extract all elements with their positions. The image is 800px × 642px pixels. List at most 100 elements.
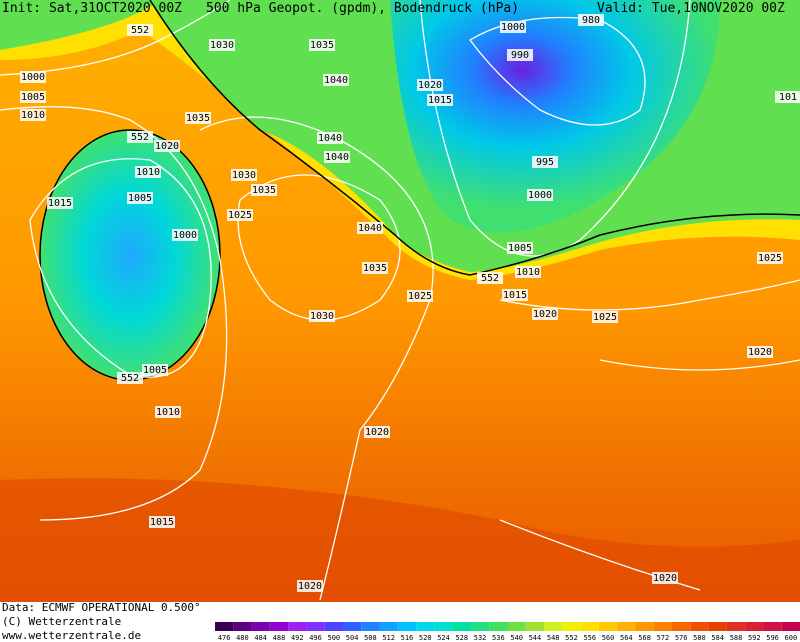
isobar-label: 1010 — [136, 167, 160, 178]
isobar-label: 1025 — [758, 253, 782, 264]
isobar-label: 990 — [511, 50, 529, 61]
isobar-label: 1025 — [408, 291, 432, 302]
isobar-label: 1020 — [533, 309, 557, 320]
legend-swatch — [215, 622, 234, 631]
label-bg — [477, 272, 503, 284]
legend-swatch — [525, 622, 545, 631]
legend-swatch — [745, 622, 764, 631]
legend-label: 556 — [583, 634, 596, 642]
isobar-label: 1020 — [155, 141, 179, 152]
isobar-label: 1005 — [128, 193, 152, 204]
legend-swatch — [562, 622, 581, 631]
label-bg — [251, 184, 277, 196]
copyright: (C) Wetterzentrale — [2, 615, 121, 628]
label-bg — [592, 311, 618, 323]
legend-label: 592 — [748, 634, 761, 642]
isobar-label: 1020 — [653, 573, 677, 584]
label-bg — [515, 266, 541, 278]
label-bg — [309, 310, 335, 322]
legend-label: 524 — [437, 634, 450, 642]
isobar-label: 1015 — [503, 290, 527, 301]
isobar-label: 552 — [131, 132, 149, 143]
label-bg — [417, 79, 443, 91]
legend-label: 568 — [638, 634, 651, 642]
label-bg — [20, 109, 46, 121]
legend-swatch — [470, 622, 490, 631]
isobar-label: 1010 — [156, 407, 180, 418]
legend-swatch — [361, 622, 380, 631]
legend-label: 500 — [328, 634, 341, 642]
label-bg — [127, 131, 153, 143]
label-bg — [172, 229, 198, 241]
legend-label: 564 — [620, 634, 633, 642]
legend-swatch — [726, 622, 746, 631]
legend-label: 600 — [785, 634, 798, 642]
legend-swatch — [653, 622, 673, 631]
label-bg — [324, 151, 350, 163]
legend-swatch — [416, 622, 435, 631]
legend-label: 536 — [492, 634, 505, 642]
legend-swatch — [598, 622, 618, 631]
label-bg — [507, 49, 533, 61]
legend-swatch — [452, 622, 471, 631]
label-bg — [185, 112, 211, 124]
valid-text: Valid: Tue,10NOV2020 00Z — [597, 1, 785, 16]
legend-label: 492 — [291, 634, 304, 642]
isobar-label: 1030 — [310, 311, 334, 322]
legend-label: 512 — [382, 634, 395, 642]
label-bg — [149, 516, 175, 528]
isobar-label: 1040 — [324, 75, 348, 86]
label-bg — [20, 91, 46, 103]
isobar-label: 1035 — [252, 185, 276, 196]
legend-label: 484 — [254, 634, 267, 642]
legend-swatch — [708, 622, 727, 631]
label-bg — [297, 580, 323, 592]
isobar-label: 1015 — [48, 198, 72, 209]
label-bg — [500, 21, 526, 33]
label-bg — [127, 192, 153, 204]
legend-label: 588 — [730, 634, 743, 642]
isobar-label: 1035 — [310, 40, 334, 51]
legend-swatch — [434, 622, 453, 631]
isobar-label: 995 — [536, 157, 554, 168]
legend-label: 552 — [565, 634, 578, 642]
label-bg — [47, 197, 73, 209]
isobar-label: 1015 — [150, 517, 174, 528]
legend-label: 544 — [529, 634, 542, 642]
website: www.wetterzentrale.de — [2, 629, 141, 642]
legend-label: 572 — [657, 634, 670, 642]
label-bg — [317, 132, 343, 144]
legend-swatch — [288, 622, 307, 631]
isobar-label: 980 — [582, 15, 600, 26]
isobar-label: 1000 — [21, 72, 45, 83]
legend-swatch — [306, 622, 325, 631]
label-bg — [309, 39, 335, 51]
legend-label: 540 — [510, 634, 523, 642]
isobar-label: 1040 — [358, 223, 382, 234]
label-bg — [502, 289, 528, 301]
isobar-label: 101 — [779, 92, 797, 103]
legend-swatch — [672, 622, 691, 631]
isobar-label: 1000 — [501, 22, 525, 33]
isobar-label: 1005 — [508, 243, 532, 254]
isobar-label: 1010 — [516, 267, 540, 278]
legend-swatch — [397, 622, 417, 631]
isobar-label: 1030 — [210, 40, 234, 51]
isobar-label: 1025 — [593, 312, 617, 323]
legend-label: 576 — [675, 634, 688, 642]
legend-swatch — [342, 622, 362, 631]
label-bg — [135, 166, 161, 178]
isobar-label: 1040 — [318, 133, 342, 144]
init-text: Init: Sat,31OCT2020 00Z — [2, 1, 182, 16]
label-bg — [578, 14, 604, 26]
label-bg — [323, 74, 349, 86]
isobar-label: 1035 — [186, 113, 210, 124]
legend-label: 480 — [236, 634, 249, 642]
legend-label: 532 — [474, 634, 487, 642]
legend-swatch — [269, 622, 289, 631]
legend-label: 496 — [309, 634, 322, 642]
isobar-label: 1020 — [298, 581, 322, 592]
isobar-label: 1000 — [528, 190, 552, 201]
legend-label: 580 — [693, 634, 706, 642]
isobar-label: 1000 — [173, 230, 197, 241]
